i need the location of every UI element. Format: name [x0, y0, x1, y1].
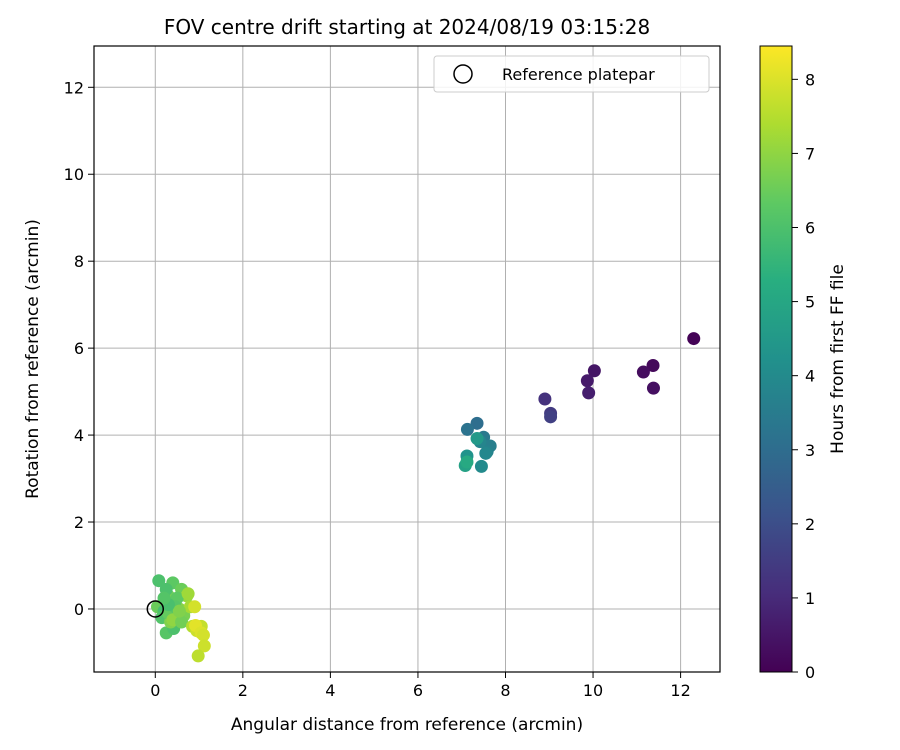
data-point [580, 374, 594, 388]
data-point [587, 364, 601, 378]
data-point [470, 432, 484, 446]
data-point [582, 386, 596, 400]
data-point [196, 628, 210, 642]
x-tick-label: 4 [325, 681, 335, 700]
y-tick-label: 0 [74, 600, 84, 619]
legend-label: Reference platepar [502, 65, 655, 84]
x-axis-ticks: 0 2 4 6 8 10 12 [150, 672, 691, 700]
legend-open-circle-icon [453, 64, 473, 84]
chart-title: FOV centre drift starting at 2024/08/19 … [164, 15, 650, 39]
data-point [470, 416, 484, 430]
colorbar-tick-label: 5 [805, 293, 815, 312]
x-tick-label: 10 [583, 681, 603, 700]
data-point [157, 591, 171, 605]
x-tick-label: 12 [670, 681, 690, 700]
data-point [460, 455, 474, 469]
data-point [687, 332, 701, 346]
x-tick-label: 8 [500, 681, 510, 700]
data-point [479, 446, 493, 460]
data-point [152, 574, 166, 588]
legend: Reference platepar [433, 55, 710, 93]
y-axis-ticks: 0 2 4 6 8 10 12 [64, 78, 94, 619]
reference-platepar-marker [146, 600, 165, 618]
y-tick-label: 8 [74, 252, 84, 271]
y-tick-label: 2 [74, 513, 84, 532]
data-point [191, 649, 205, 663]
y-tick-label: 4 [74, 426, 84, 445]
x-tick-label: 2 [238, 681, 248, 700]
data-point [188, 600, 202, 614]
x-tick-label: 0 [150, 681, 160, 700]
data-point [646, 381, 660, 395]
data-point [544, 410, 558, 424]
y-axis-label: Rotation from reference (arcmin) [23, 219, 43, 499]
colorbar: 0 1 2 3 4 5 6 7 8 Hours from first FF file [759, 45, 848, 682]
data-point [474, 459, 488, 473]
data-point [636, 365, 650, 379]
data-point [172, 604, 186, 618]
colorbar-tick-label: 3 [805, 441, 815, 460]
colorbar-ticks: 0 1 2 3 4 5 6 7 8 [792, 70, 815, 682]
colorbar-tick-label: 4 [805, 367, 815, 386]
x-axis-label: Angular distance from reference (arcmin) [231, 715, 583, 735]
x-tick-label: 6 [413, 681, 423, 700]
data-point [460, 422, 474, 436]
colorbar-tick-label: 6 [805, 219, 815, 238]
colorbar-gradient [759, 45, 793, 673]
colorbar-tick-label: 8 [805, 70, 815, 89]
y-tick-label: 12 [64, 78, 84, 97]
y-tick-label: 10 [64, 165, 84, 184]
data-point [175, 615, 189, 629]
data-point [197, 639, 211, 653]
data-point [181, 587, 195, 601]
colorbar-tick-label: 0 [805, 663, 815, 682]
colorbar-tick-label: 2 [805, 515, 815, 534]
legend-box [433, 55, 710, 93]
y-tick-label: 6 [74, 339, 84, 358]
data-point [646, 359, 660, 373]
data-point [538, 392, 552, 406]
colorbar-label: Hours from first FF file [828, 264, 848, 454]
colorbar-tick-label: 1 [805, 589, 815, 608]
plot-area-frame [93, 45, 721, 673]
grid [94, 46, 720, 672]
data-points [150, 332, 701, 663]
colorbar-tick-label: 7 [805, 144, 815, 163]
